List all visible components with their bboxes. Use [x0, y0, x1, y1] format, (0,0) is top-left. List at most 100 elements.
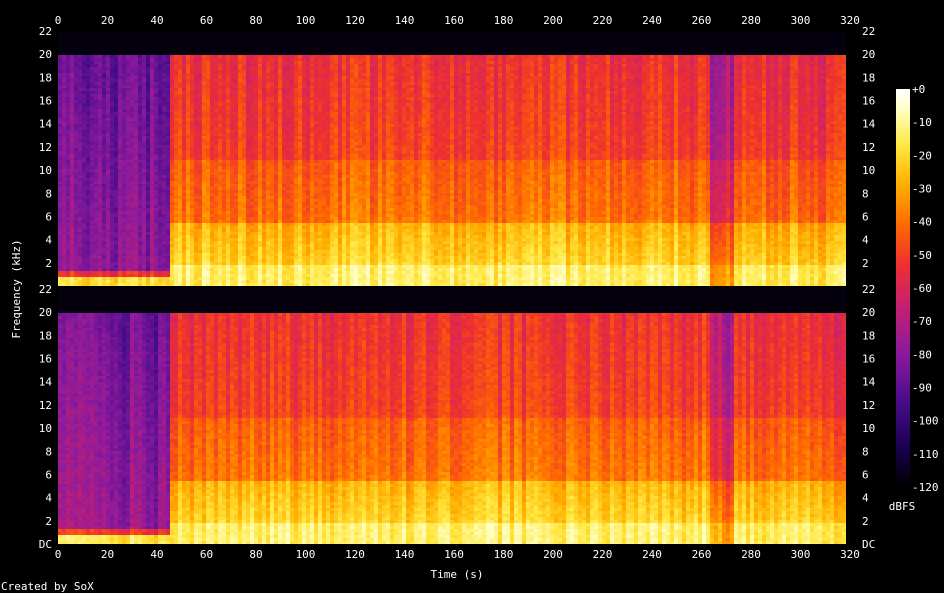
y-axis-label: Frequency (kHz) — [10, 239, 23, 338]
y-tick-left: 16 — [39, 353, 52, 366]
y-tick-right: 18 — [862, 329, 875, 342]
x-tick-bottom: 320 — [840, 548, 860, 561]
y-tick-right: 10 — [862, 164, 875, 177]
y-tick-right: 8 — [862, 187, 869, 200]
y-tick-left: 14 — [39, 376, 53, 389]
y-tick-right: 10 — [862, 422, 875, 435]
y-tick-right: 20 — [862, 48, 875, 61]
colorbar-tick: -40 — [912, 216, 932, 229]
y-tick-left: 16 — [39, 95, 52, 108]
x-tick-bottom: 20 — [101, 548, 114, 561]
y-tick-left: 22 — [39, 283, 52, 296]
colorbar-label: dBFS — [889, 500, 916, 513]
x-tick-top: 300 — [791, 14, 811, 27]
y-tick-right: 4 — [862, 492, 869, 505]
colorbar-tick: -90 — [912, 382, 932, 395]
x-tick-top: 280 — [741, 14, 761, 27]
y-tick-left: 8 — [45, 445, 52, 458]
colorbar-tick: +0 — [912, 83, 925, 96]
spectrogram-channel-2 — [58, 289, 850, 544]
colorbar-tick: -80 — [912, 348, 932, 361]
y-tick-left: 6 — [45, 210, 52, 223]
y-tick-right: 16 — [862, 95, 875, 108]
x-tick-top: 120 — [345, 14, 365, 27]
x-tick-bottom: 160 — [444, 548, 464, 561]
x-tick-top: 260 — [692, 14, 712, 27]
colorbar-tick: -100 — [912, 415, 939, 428]
y-tick-left: 2 — [45, 515, 52, 528]
x-tick-top: 320 — [840, 14, 860, 27]
x-tick-top: 20 — [101, 14, 114, 27]
colorbar-tick: -120 — [912, 481, 939, 494]
x-axis-label: Time (s) — [431, 568, 484, 581]
y-tick-left: 6 — [45, 468, 52, 481]
x-tick-top: 100 — [296, 14, 316, 27]
y-tick-left: 20 — [39, 48, 52, 61]
colorbar-tick: -50 — [912, 249, 932, 262]
y-tick-right: 16 — [862, 353, 875, 366]
x-tick-bottom: 200 — [543, 548, 563, 561]
colorbar-tick: -10 — [912, 116, 932, 129]
x-tick-bottom: 100 — [296, 548, 316, 561]
y-tick-right: 2 — [862, 515, 869, 528]
x-tick-top: 60 — [200, 14, 213, 27]
y-tick-left: 14 — [39, 118, 53, 131]
x-tick-top: 0 — [55, 14, 62, 27]
x-tick-bottom: 260 — [692, 548, 712, 561]
y-tick-right: 12 — [862, 399, 875, 412]
x-tick-bottom: 80 — [249, 548, 262, 561]
y-tick-left: 18 — [39, 71, 52, 84]
y-tick-right: 22 — [862, 283, 875, 296]
y-tick-right: DC — [862, 538, 875, 551]
y-tick-right: 18 — [862, 71, 875, 84]
y-tick-left: 10 — [39, 164, 52, 177]
x-tick-top: 200 — [543, 14, 563, 27]
x-tick-top: 40 — [150, 14, 163, 27]
y-tick-left: DC — [39, 538, 52, 551]
x-tick-bottom: 220 — [593, 548, 613, 561]
y-tick-right: 12 — [862, 141, 875, 154]
x-tick-bottom: 240 — [642, 548, 662, 561]
x-tick-top: 220 — [593, 14, 613, 27]
y-tick-right: 4 — [862, 234, 869, 247]
x-tick-bottom: 280 — [741, 548, 761, 561]
x-tick-bottom: 0 — [55, 548, 62, 561]
x-tick-bottom: 180 — [494, 548, 514, 561]
x-tick-bottom: 60 — [200, 548, 213, 561]
y-tick-left: 8 — [45, 187, 52, 200]
x-tick-top: 160 — [444, 14, 464, 27]
colorbar-tick: -20 — [912, 149, 932, 162]
x-tick-bottom: 120 — [345, 548, 365, 561]
y-tick-left: 22 — [39, 25, 52, 38]
colorbar — [896, 89, 910, 487]
y-tick-right: 2 — [862, 257, 869, 270]
x-tick-bottom: 140 — [395, 548, 415, 561]
x-tick-bottom: 300 — [791, 548, 811, 561]
y-tick-left: 12 — [39, 399, 52, 412]
colorbar-tick: -70 — [912, 315, 932, 328]
x-tick-top: 80 — [249, 14, 262, 27]
y-tick-left: 4 — [45, 492, 52, 505]
y-tick-right: 6 — [862, 210, 869, 223]
y-tick-left: 20 — [39, 306, 52, 319]
y-tick-left: 2 — [45, 257, 52, 270]
y-tick-right: 6 — [862, 468, 869, 481]
x-tick-top: 240 — [642, 14, 662, 27]
y-tick-left: 4 — [45, 234, 52, 247]
y-tick-left: 10 — [39, 422, 52, 435]
x-tick-top: 140 — [395, 14, 415, 27]
y-tick-right: 8 — [862, 445, 869, 458]
spectrogram-channel-1 — [58, 31, 850, 286]
colorbar-tick: -30 — [912, 183, 932, 196]
y-tick-left: 12 — [39, 141, 52, 154]
y-tick-right: 14 — [862, 118, 876, 131]
x-tick-top: 180 — [494, 14, 514, 27]
y-tick-right: 22 — [862, 25, 875, 38]
y-tick-right: 20 — [862, 306, 875, 319]
y-tick-left: 18 — [39, 329, 52, 342]
colorbar-tick: -60 — [912, 282, 932, 295]
y-tick-right: 14 — [862, 376, 876, 389]
colorbar-tick: -110 — [912, 448, 939, 461]
sox-credit: Created by SoX — [1, 580, 94, 593]
